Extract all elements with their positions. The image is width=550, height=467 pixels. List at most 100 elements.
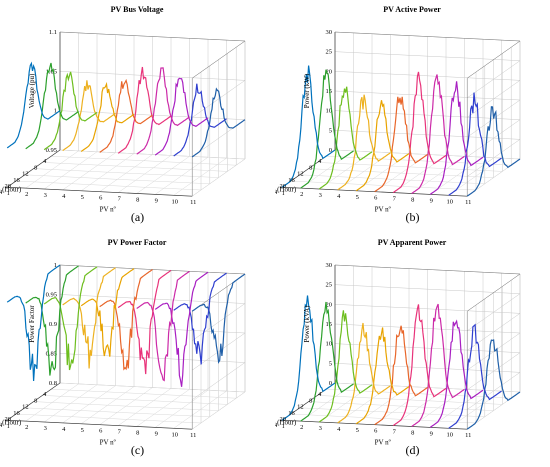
z-axis-label: Power (kVA)	[303, 305, 311, 343]
series-line-pv-8	[136, 67, 190, 155]
y-tick-label: 7	[118, 196, 122, 203]
series-line-pv-3	[43, 71, 98, 151]
series-line-pv-2	[25, 265, 79, 376]
series-line-pv-3	[318, 310, 373, 423]
series-line-pv-5	[80, 268, 135, 357]
x-tick-label: 16	[13, 410, 20, 417]
series-line-pv-10	[448, 92, 502, 196]
x-tick-label: 20	[280, 416, 287, 423]
series-line-pv-11	[191, 273, 246, 364]
chart-power-factor: PV Power Factor0.80.850.90.9514812162024…	[0, 238, 246, 447]
y-tick-label: 8	[136, 197, 139, 204]
x-tick-label: 12	[22, 404, 29, 411]
chart-bus-voltage: PV Bus Voltage0.9511.051.148121620241234…	[0, 5, 246, 214]
z-tick-label: 1	[54, 262, 57, 269]
y-tick-label: 2	[25, 424, 28, 431]
y-tick-label: 6	[99, 195, 103, 202]
series-line-pv-7	[392, 71, 447, 194]
series-line-pv-6	[99, 269, 153, 371]
series-line-pv-4	[337, 322, 391, 424]
x-tick-label: 4	[318, 158, 322, 165]
axis-frame	[6, 32, 193, 197]
series-line-pv-2	[300, 69, 354, 189]
x-tick-label: 20	[5, 183, 12, 190]
y-tick-label: 11	[190, 199, 196, 206]
floor-grid	[24, 174, 210, 185]
y-tick-label: 1	[282, 190, 285, 197]
x-tick-label: 20	[5, 416, 12, 423]
y-tick-label: 3	[44, 192, 47, 199]
y-tick-label: 10	[171, 198, 178, 205]
chart-apparent-power: PV Apparent Power05101520253048121620241…	[275, 238, 521, 447]
x-axis-label: Time (Hour)	[0, 186, 22, 194]
floor-grid	[42, 395, 228, 405]
y-tick-label: 7	[393, 196, 397, 203]
y-tick-label: 6	[374, 428, 378, 435]
z-tick-label: 0.8	[49, 380, 57, 387]
floor-grid	[42, 162, 228, 172]
series-line-pv-11	[191, 87, 246, 158]
x-tick-label: 8	[309, 164, 312, 171]
axis-frame-back	[59, 31, 246, 197]
x-tick-label: 4	[43, 391, 47, 398]
z-tick-label: 0	[329, 380, 332, 387]
z-tick-label: 0.95	[46, 147, 57, 154]
y-tick-label: 11	[465, 432, 471, 439]
series-line-pv-1	[281, 65, 336, 188]
x-tick-label: 4	[43, 158, 47, 165]
x-tick-label: 24	[0, 189, 3, 196]
y-axis-label: PV nº	[375, 206, 392, 214]
floor-grid	[51, 388, 237, 399]
z-tick-label: 1	[54, 108, 57, 115]
series-line-pv-5	[355, 100, 410, 192]
x-tick-label: 12	[297, 171, 304, 178]
y-tick-label: 1	[282, 423, 285, 430]
y-tick-label: 2	[25, 191, 28, 198]
floor-grid	[308, 401, 494, 411]
z-axis-label: Power (kW)	[303, 73, 311, 108]
x-tick-label: 24	[275, 422, 278, 429]
series-line-pv-6	[374, 325, 428, 426]
z-axis-label: Voltage (pu)	[28, 73, 36, 108]
y-tick-label: 8	[136, 430, 139, 437]
z-tick-label: 30	[326, 29, 333, 36]
series-line-pv-6	[374, 96, 428, 193]
floor-grid	[308, 168, 494, 178]
z-tick-label: 15	[326, 88, 333, 95]
y-tick-label: 11	[190, 432, 196, 439]
x-tick-label: 12	[297, 404, 304, 411]
z-tick-label: 5	[329, 360, 332, 367]
z-tick-label: 15	[326, 321, 333, 328]
y-tick-label: 9	[430, 430, 433, 437]
y-axis-label: PV nº	[100, 439, 117, 447]
y-tick-label: 3	[319, 192, 322, 199]
chart-panel-bus-voltage: PV Bus Voltage0.9511.051.148121620241234…	[0, 0, 275, 233]
series-line-pv-9	[429, 81, 484, 195]
series-line-pv-3	[43, 266, 98, 371]
series-line-pv-4	[62, 267, 116, 369]
floor-grid	[33, 401, 219, 411]
y-tick-label: 1	[7, 190, 10, 197]
caption-a: (a)	[130, 210, 145, 224]
series-line-pv-10	[173, 272, 227, 365]
y-tick-label: 3	[44, 425, 47, 432]
series-line-pv-8	[411, 303, 465, 427]
z-tick-label: 25	[326, 49, 333, 56]
y-axis-label: PV nº	[375, 439, 392, 447]
y-tick-label: 2	[300, 191, 303, 198]
chart-panel-power-factor: PV Power Factor0.80.850.90.9514812162024…	[0, 233, 275, 466]
axis-frame	[6, 265, 193, 430]
y-tick-label: 10	[446, 198, 453, 205]
z-tick-label: 20	[326, 68, 333, 75]
series-line-pv-3	[318, 86, 373, 190]
y-tick-label: 10	[171, 431, 178, 438]
y-tick-label: 7	[393, 429, 397, 436]
series-line-pv-7	[117, 66, 172, 154]
chart-title: PV Apparent Power	[378, 238, 447, 247]
z-tick-label: 25	[326, 282, 333, 289]
axes-group: 0 5 10 15 20 25 30	[281, 262, 521, 430]
chart-panel-active-power: PV Active Power0510152025304812162024123…	[275, 0, 550, 233]
axes-group: 0.95 1 1.05 1.1	[6, 29, 246, 197]
floor-grid	[59, 149, 246, 160]
y-tick-label: 2	[300, 424, 303, 431]
